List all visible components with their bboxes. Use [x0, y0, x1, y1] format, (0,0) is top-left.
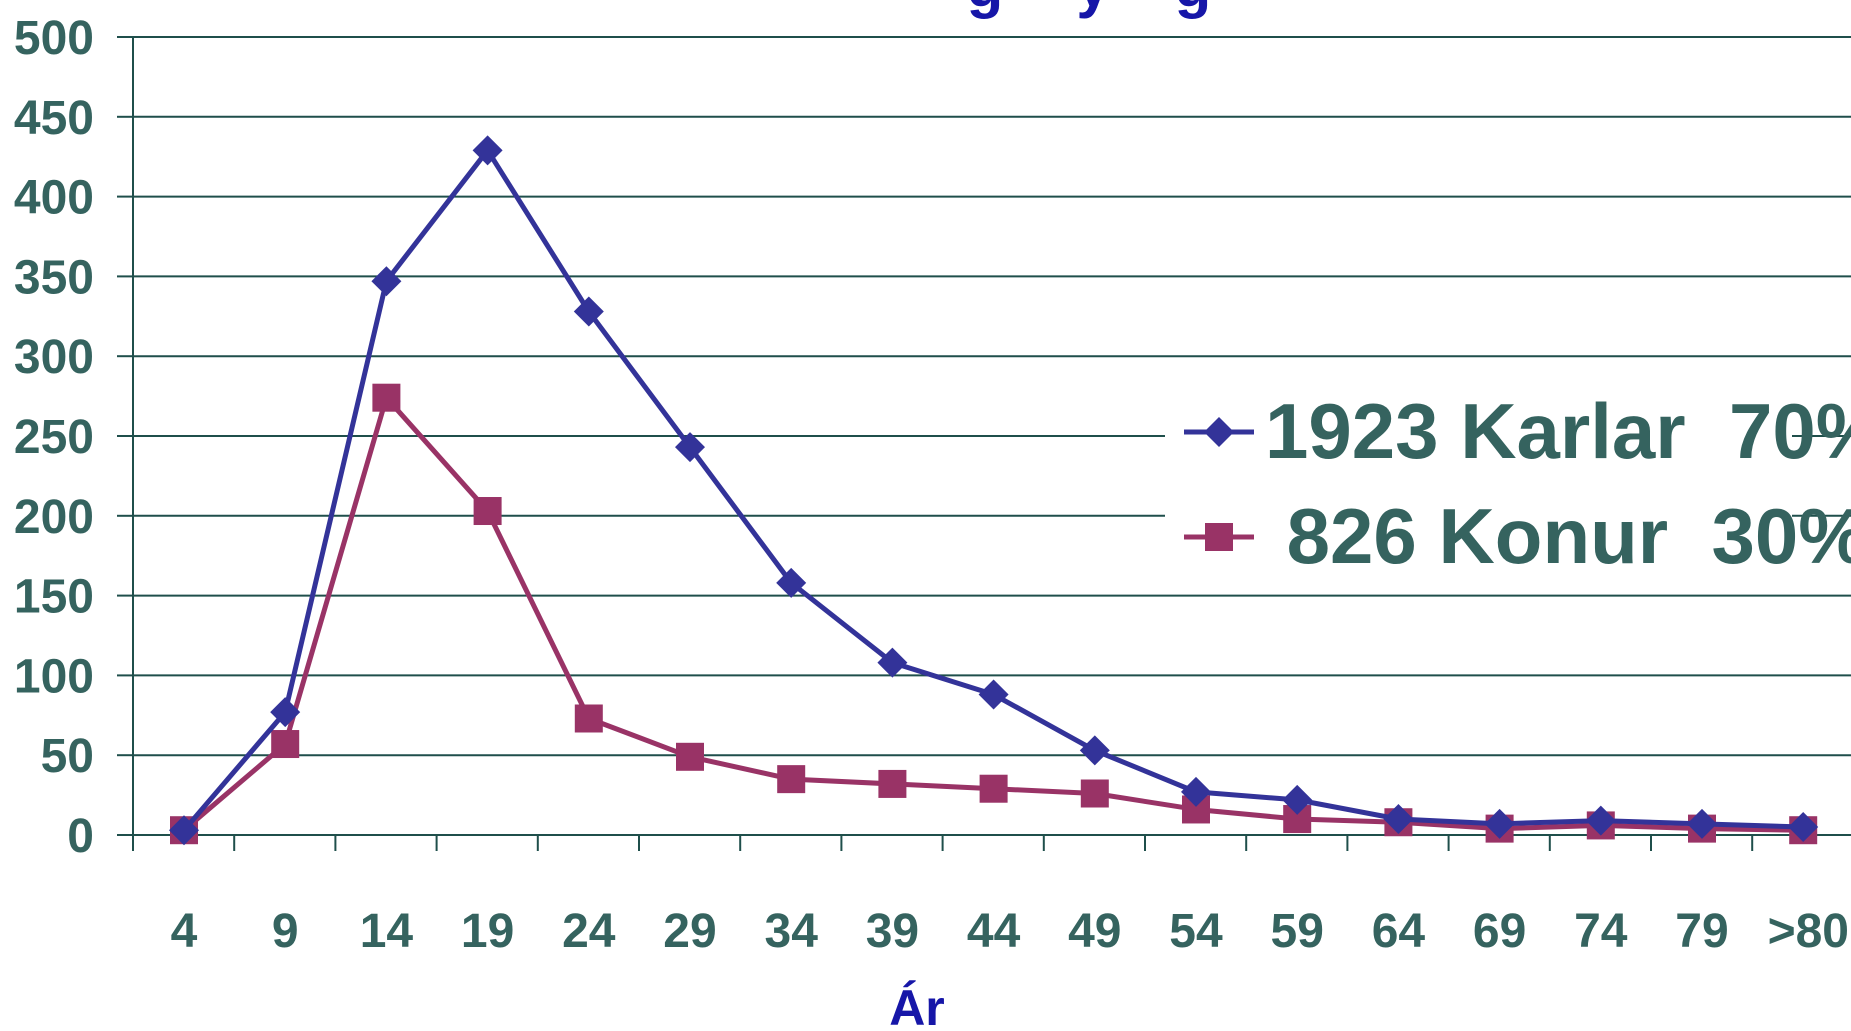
x-tick-label: 34 — [765, 905, 819, 958]
x-tick-label: >80 — [1768, 905, 1849, 958]
data-point-square — [676, 742, 704, 771]
x-tick-label: 54 — [1169, 905, 1223, 958]
data-point-diamond — [1585, 805, 1616, 836]
x-tick-label: 64 — [1372, 905, 1426, 958]
y-tick-label: 400 — [14, 172, 94, 225]
data-point-square — [878, 769, 907, 798]
x-tick-label: 29 — [663, 905, 716, 958]
svg-text:y: y — [1076, 0, 1110, 19]
x-axis-ticks: 4 9 14 19 24 29 34 39 44 49 54 59 64 69 74 79 >80 — [132, 835, 1849, 958]
data-point-diamond — [675, 432, 705, 463]
legend-square-marker — [1205, 523, 1233, 551]
svg-text:g: g — [967, 0, 1004, 19]
data-point-diamond — [1079, 735, 1110, 766]
data-point-diamond — [371, 266, 402, 297]
data-point-diamond — [1181, 776, 1211, 807]
x-tick-label: 14 — [360, 905, 414, 958]
legend-item: 826 Konur 30% — [1184, 492, 1851, 580]
legend-item: 1923 Karlar 70% — [1184, 387, 1851, 475]
data-point-square — [372, 383, 401, 412]
data-point-diamond — [978, 679, 1009, 710]
y-tick-label: 300 — [14, 331, 94, 384]
data-point-diamond — [1383, 804, 1414, 835]
x-tick-label: 44 — [967, 905, 1021, 958]
svg-text:g: g — [1175, 0, 1212, 19]
data-point-diamond — [1687, 808, 1717, 839]
data-point-diamond — [1484, 808, 1515, 839]
y-tick-label: 0 — [67, 810, 94, 863]
data-point-square — [574, 704, 603, 733]
x-tick-label: 49 — [1068, 905, 1121, 958]
y-axis-ticks: 0 50 100 150 200 250 300 350 400 450 500 — [14, 12, 133, 863]
data-point-diamond — [877, 647, 908, 678]
y-tick-label: 100 — [14, 650, 94, 703]
x-tick-label: 79 — [1675, 905, 1728, 958]
data-point-diamond — [1788, 812, 1819, 843]
y-tick-label: 350 — [14, 251, 94, 304]
data-point-square — [777, 765, 806, 794]
y-tick-label: 500 — [14, 12, 94, 65]
x-tick-label: 4 — [171, 905, 198, 958]
legend: 1923 Karlar 70% 826 Konur 30% — [1165, 378, 1851, 590]
data-point-diamond — [776, 567, 807, 598]
data-point-diamond — [1282, 784, 1313, 815]
legend-label: 1923 Karlar 70% — [1265, 387, 1851, 475]
legend-label: 826 Konur 30% — [1265, 492, 1851, 580]
x-tick-label: 9 — [272, 905, 299, 958]
x-tick-label: 19 — [461, 905, 514, 958]
grid-lines — [133, 36, 1851, 757]
x-tick-label: 74 — [1574, 905, 1628, 958]
data-point-diamond — [573, 296, 604, 327]
title-fragment: g y g — [967, 0, 1212, 19]
x-tick-label: 59 — [1271, 905, 1324, 958]
x-axis-label: Ár — [889, 980, 945, 1031]
data-point-diamond — [270, 697, 301, 728]
y-tick-label: 250 — [14, 411, 94, 464]
y-tick-label: 50 — [41, 730, 94, 783]
series — [169, 135, 1819, 846]
data-point-square — [271, 730, 300, 759]
data-point-diamond — [472, 135, 503, 166]
y-tick-label: 150 — [14, 571, 94, 624]
data-point-square — [473, 497, 502, 526]
legend-box — [1165, 378, 1792, 590]
y-tick-label: 450 — [14, 92, 94, 145]
data-point-diamond — [169, 815, 199, 846]
y-tick-label: 200 — [14, 491, 94, 544]
data-point-square — [979, 774, 1008, 803]
legend-diamond-marker — [1204, 417, 1234, 447]
series-karlar — [169, 135, 1819, 846]
x-tick-label: 69 — [1473, 905, 1526, 958]
data-point-square — [1080, 779, 1109, 808]
x-tick-label: 24 — [562, 905, 616, 958]
x-tick-label: 39 — [866, 905, 919, 958]
